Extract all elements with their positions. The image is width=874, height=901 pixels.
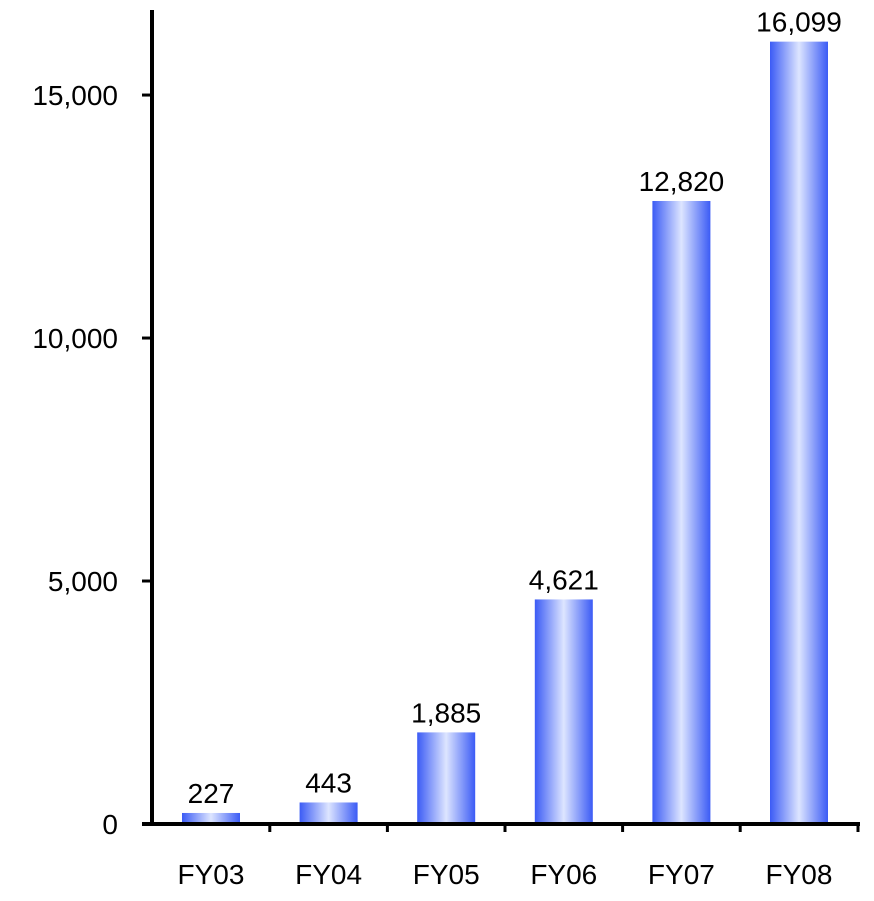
x-tick-label-fy08: FY08 xyxy=(766,859,833,890)
x-tick-label-fy03: FY03 xyxy=(178,859,245,890)
x-tick-label-fy06: FY06 xyxy=(530,859,597,890)
y-tick-label-15000: 15,000 xyxy=(32,80,118,111)
y-tick-label-0: 0 xyxy=(102,809,118,840)
data-label-fy08: 16,099 xyxy=(756,7,842,38)
bar-fy05 xyxy=(417,732,476,824)
y-ticks-group: 0 5,000 10,000 15,000 xyxy=(32,80,152,840)
x-ticks-group: FY03 FY04 FY05 FY06 FY07 FY08 xyxy=(178,824,860,890)
data-labels-group: 227 443 1,885 4,621 12,820 16,099 xyxy=(188,7,842,809)
y-tick-label-5000: 5,000 xyxy=(48,566,118,597)
x-tick-label-fy07: FY07 xyxy=(648,859,715,890)
bar-fy04 xyxy=(299,802,358,824)
y-tick-label-10000: 10,000 xyxy=(32,323,118,354)
bar-fy08 xyxy=(770,41,828,824)
data-label-fy04: 443 xyxy=(305,767,352,798)
data-label-fy07: 12,820 xyxy=(639,166,725,197)
bars-group xyxy=(182,41,828,824)
x-tick-label-fy05: FY05 xyxy=(413,859,480,890)
data-label-fy03: 227 xyxy=(188,778,235,809)
bar-fy06 xyxy=(534,599,593,824)
data-label-fy06: 4,621 xyxy=(529,564,599,595)
x-tick-label-fy04: FY04 xyxy=(295,859,362,890)
bar-fy07 xyxy=(652,200,711,824)
bar-fy03 xyxy=(182,812,240,824)
axes-group xyxy=(142,10,860,826)
data-label-fy05: 1,885 xyxy=(411,697,481,728)
